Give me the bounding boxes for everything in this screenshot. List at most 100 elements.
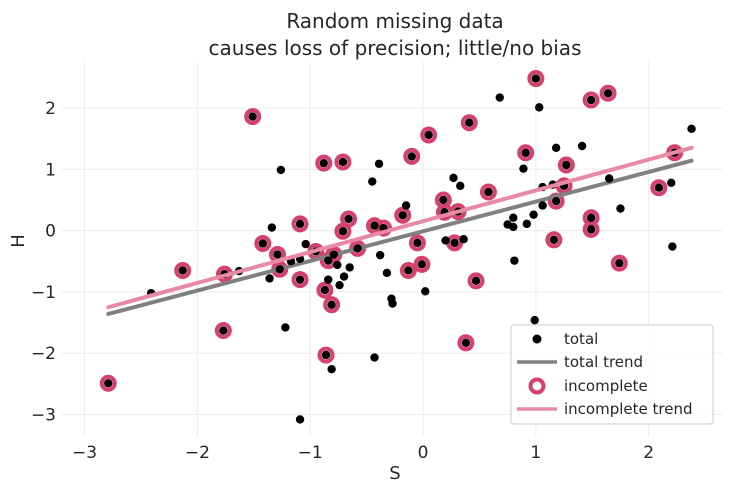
- total-point: [577, 141, 587, 151]
- incomplete-point: [334, 153, 352, 171]
- y-tick-label: 2: [45, 99, 56, 119]
- total-point: [301, 239, 310, 249]
- y-tick-label: −3: [31, 406, 56, 426]
- total-point: [398, 211, 407, 220]
- total-point: [219, 326, 228, 335]
- total-point: [368, 177, 377, 186]
- total-point: [276, 165, 286, 175]
- total-point: [667, 178, 676, 187]
- y-tick-label: −2: [31, 344, 56, 364]
- y-tick-labels: −3 −2 −1 0 1 2: [31, 99, 56, 426]
- total-point: [324, 256, 333, 265]
- total-point: [327, 364, 336, 374]
- total-point: [370, 221, 379, 230]
- incomplete-point: [467, 272, 485, 290]
- total-point: [529, 210, 538, 219]
- total-point: [375, 250, 385, 260]
- total-point: [321, 350, 331, 360]
- total-point: [275, 265, 284, 274]
- incomplete-point: [610, 254, 628, 272]
- incomplete-point: [340, 210, 358, 228]
- total-point: [668, 242, 677, 251]
- total-point: [265, 274, 274, 283]
- total-point: [178, 266, 187, 275]
- chart-title-line1: Random missing data: [286, 9, 503, 33]
- total-point: [549, 235, 559, 245]
- incomplete-point: [517, 144, 535, 162]
- total-point: [338, 157, 348, 167]
- total-point: [320, 285, 330, 295]
- total-point: [273, 250, 282, 259]
- total-point: [441, 236, 450, 245]
- incomplete-point: [545, 231, 563, 249]
- total-point: [295, 415, 305, 424]
- incomplete-trend-line: [106, 145, 694, 310]
- total-point: [461, 338, 471, 348]
- total-point: [604, 174, 614, 183]
- incomplete-point: [323, 296, 341, 314]
- total-point: [456, 181, 465, 191]
- total-point: [382, 268, 392, 278]
- incomplete-point: [399, 261, 417, 279]
- x-tick-label: 2: [643, 443, 654, 463]
- legend-box: [510, 324, 714, 425]
- total-point: [586, 213, 596, 222]
- incomplete-point: [582, 91, 600, 109]
- total-point: [388, 299, 397, 308]
- grid-lines: [62, 62, 722, 436]
- legend: total total trend incomplete incomplete …: [510, 324, 714, 425]
- total-point: [538, 201, 547, 210]
- incomplete-point: [214, 322, 232, 340]
- total-point: [374, 159, 384, 168]
- incomplete-point: [557, 156, 575, 174]
- incomplete-point: [527, 70, 545, 88]
- total-point: [339, 272, 349, 281]
- total-point: [586, 225, 596, 234]
- legend-label-incomplete-trend: incomplete trend: [564, 400, 692, 418]
- x-tick-label: −2: [185, 443, 210, 463]
- incomplete-point: [315, 154, 333, 172]
- total-point: [616, 204, 625, 213]
- total-point: [295, 219, 305, 229]
- total-point: [258, 239, 268, 248]
- total-trend-line: [106, 158, 694, 316]
- incomplete-point: [317, 346, 335, 364]
- incomplete-point: [650, 179, 668, 197]
- incomplete-point: [403, 147, 421, 165]
- total-point: [495, 93, 504, 102]
- incomplete-point: [457, 334, 475, 352]
- total-point: [509, 222, 518, 232]
- total-point: [521, 148, 530, 157]
- total-point: [551, 196, 561, 206]
- incomplete-point: [291, 271, 309, 289]
- plot-series: [99, 70, 696, 424]
- total-point: [551, 143, 561, 153]
- total-point: [329, 250, 339, 259]
- x-tick-label: 1: [530, 443, 541, 463]
- total-point: [401, 201, 411, 210]
- total-point: [654, 183, 664, 192]
- incomplete-point: [244, 108, 262, 126]
- chart-title-line2: causes loss of precision; little/no bias: [209, 36, 582, 60]
- total-point: [465, 118, 474, 127]
- total-point: [333, 260, 342, 270]
- total-point: [248, 112, 257, 121]
- incomplete-point: [174, 261, 192, 279]
- legend-incomplete-marker: [528, 377, 546, 395]
- total-point: [417, 260, 427, 269]
- incomplete-point: [599, 84, 617, 102]
- incomplete-point: [99, 374, 117, 392]
- total-point: [267, 223, 277, 232]
- total-point: [535, 103, 544, 112]
- total-point: [104, 379, 113, 388]
- legend-label-incomplete: incomplete: [564, 377, 648, 395]
- total-point: [319, 158, 328, 168]
- total-point: [603, 89, 613, 98]
- incomplete-point: [413, 255, 431, 273]
- total-point: [510, 256, 519, 265]
- x-tick-label: −1: [298, 443, 323, 463]
- total-point: [687, 124, 696, 134]
- total-point: [509, 213, 518, 222]
- total-point: [353, 244, 362, 253]
- total-point: [439, 195, 448, 205]
